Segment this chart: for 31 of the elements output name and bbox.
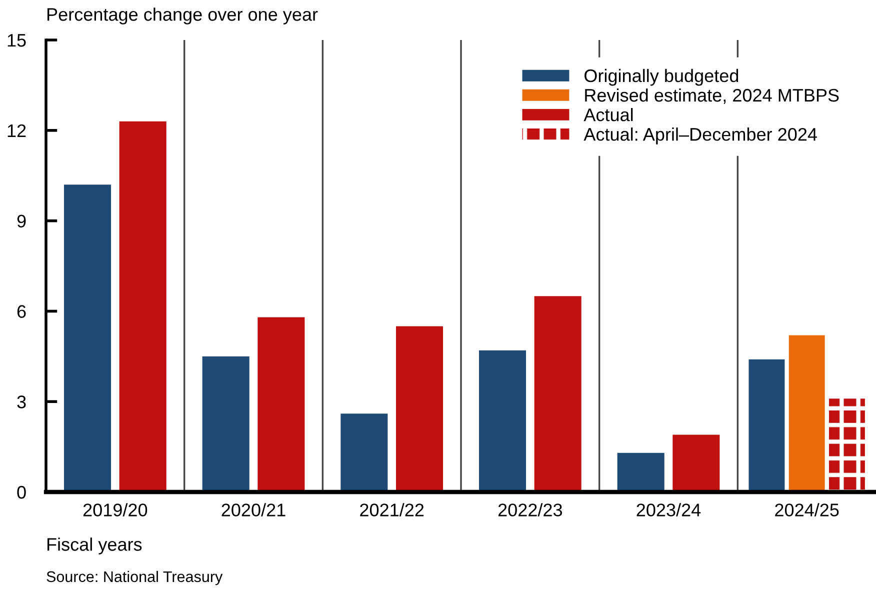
legend-label: Revised estimate, 2024 MTBPS <box>585 88 839 104</box>
bar <box>534 296 582 492</box>
x-tick-label: 2023/24 <box>636 503 701 516</box>
y-tick-label: 6 <box>17 305 26 318</box>
bar <box>478 350 526 492</box>
x-tick-label: 2019/20 <box>83 503 148 516</box>
x-tick-label: 2020/21 <box>222 503 286 516</box>
bar <box>340 414 388 492</box>
bar <box>119 121 166 492</box>
x-axis-title: Fiscal years <box>47 538 142 554</box>
bar <box>258 317 305 492</box>
y-axis-title: Percentage change over one year <box>47 8 318 24</box>
bar <box>672 434 720 492</box>
y-tick-label: 15 <box>8 34 26 47</box>
legend-label: Actual <box>584 108 633 122</box>
y-tick-label: 3 <box>17 396 26 408</box>
bar <box>396 326 444 492</box>
bar <box>64 184 112 492</box>
source-note: Source: National Treasury <box>46 570 223 586</box>
bar <box>617 452 664 492</box>
legend-label: Actual: April–December 2024 <box>584 128 817 144</box>
x-tick-label: 2024/25 <box>775 503 839 516</box>
legend-label: Originally budgeted <box>584 68 738 86</box>
bar <box>828 398 865 492</box>
y-tick-label: 0 <box>17 486 26 499</box>
y-tick-label: 12 <box>8 124 26 137</box>
bar <box>202 356 250 492</box>
y-tick-label: 9 <box>17 214 26 228</box>
x-tick-label: 2022/23 <box>498 503 562 516</box>
x-tick-label: 2021/22 <box>360 503 424 516</box>
bar <box>788 335 825 492</box>
